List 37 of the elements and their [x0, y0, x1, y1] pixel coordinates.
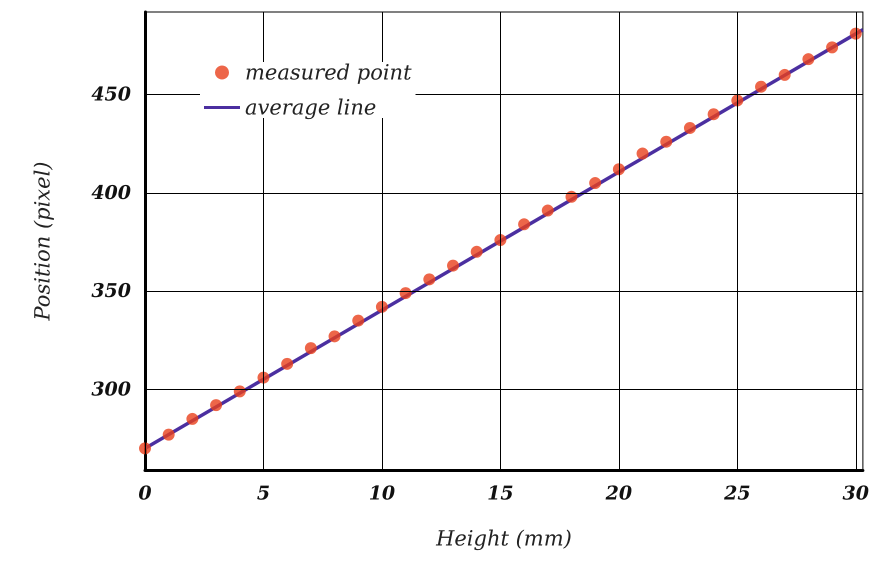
point: [281, 358, 294, 370]
point: [304, 342, 317, 354]
point: [352, 314, 364, 327]
point: [210, 399, 222, 412]
point: [778, 68, 791, 81]
point: [660, 136, 672, 148]
y-tick-label: 450: [91, 84, 131, 106]
point: [589, 177, 602, 190]
point: [565, 190, 578, 203]
point: [186, 412, 198, 425]
y-tick-label: 400: [91, 182, 131, 204]
point: [470, 246, 483, 258]
point: [518, 218, 530, 230]
point: [826, 41, 838, 54]
y-tick-label: 350: [91, 280, 131, 302]
x-axis-title: Height (mm): [435, 526, 572, 550]
legend-label: average line: [245, 96, 376, 120]
y-axis-title: Position (pixel): [30, 162, 54, 322]
point: [423, 273, 436, 286]
y-tick-label: 300: [91, 378, 131, 400]
point: [328, 330, 341, 342]
point: [542, 204, 554, 217]
point: [684, 122, 696, 134]
x-tick-label: 10: [368, 482, 396, 504]
point: [755, 80, 768, 93]
point: [162, 428, 175, 441]
x-tick-label: 20: [604, 482, 632, 504]
x-tick-label: 30: [842, 482, 870, 504]
point: [636, 148, 649, 160]
x-tick-label: 0: [138, 482, 152, 504]
point: [708, 108, 720, 120]
point: [447, 260, 460, 272]
x-tick-label: 25: [723, 482, 751, 504]
legend-label: measured point: [245, 60, 412, 84]
x-tick-label: 15: [487, 482, 514, 504]
point: [802, 53, 814, 66]
x-tick-label: 5: [256, 482, 270, 504]
